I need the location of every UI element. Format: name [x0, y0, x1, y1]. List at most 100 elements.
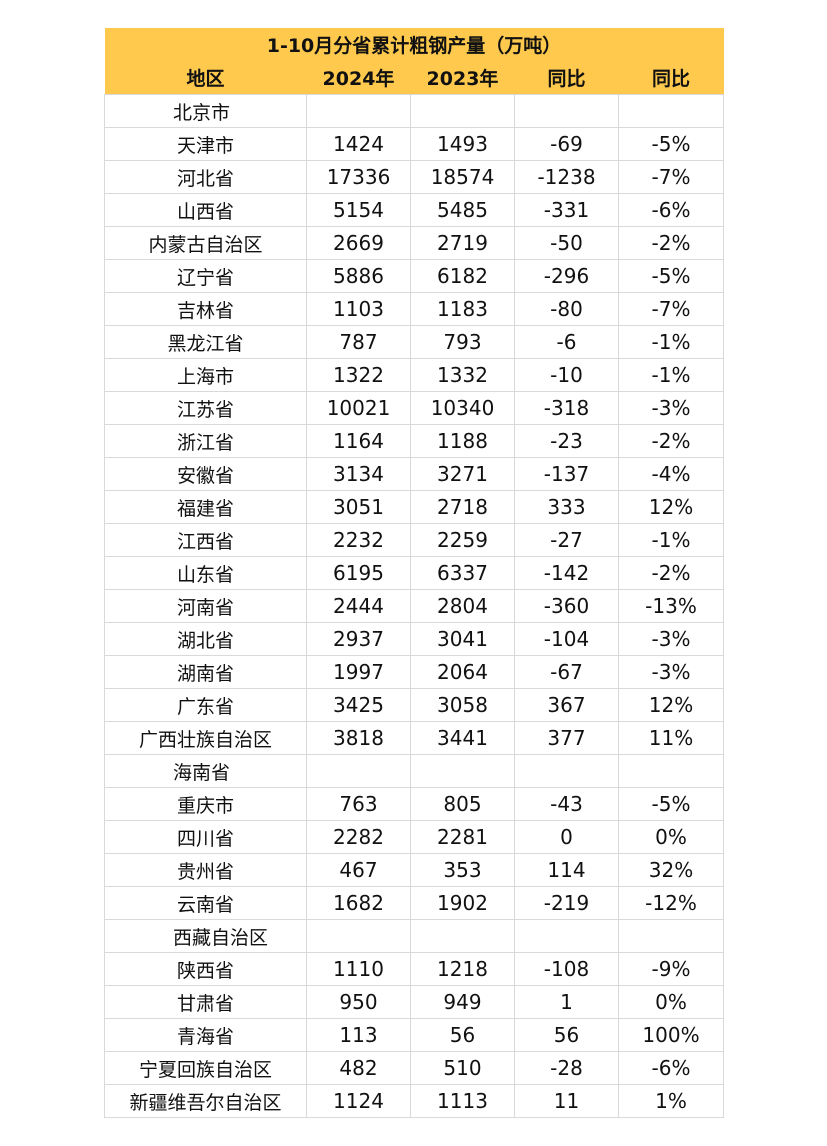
change-percent-cell: -3%: [617, 622, 725, 656]
change-cell: -23: [514, 424, 619, 458]
region-cell: 吉林省: [104, 292, 307, 326]
region-cell: 辽宁省: [104, 259, 307, 293]
value-2024-cell: 1124: [306, 1084, 411, 1118]
value-2024-cell: 1164: [306, 424, 411, 458]
table-row: 广东省 3425 3058 367 12%: [104, 688, 725, 722]
change-percent-cell: -5%: [617, 127, 725, 161]
change-percent-cell: -3%: [617, 391, 725, 425]
value-2024-cell: 467: [306, 853, 411, 887]
table-row: 福建省 3051 2718 333 12%: [104, 490, 725, 524]
value-2023-cell: 18574: [410, 160, 515, 194]
change-cell: 56: [514, 1018, 619, 1052]
header-2024: 2024年: [306, 61, 411, 95]
value-2024-cell: 2282: [306, 820, 411, 854]
change-cell: -104: [514, 622, 619, 656]
value-2023-cell: 6182: [410, 259, 515, 293]
value-2024-cell: 3134: [306, 457, 411, 491]
value-2024-cell: [306, 754, 411, 788]
value-2023-cell: 10340: [410, 391, 515, 425]
value-2024-cell: 17336: [306, 160, 411, 194]
change-cell: [514, 919, 619, 953]
region-cell: 北京市: [104, 94, 307, 128]
change-percent-cell: [617, 94, 725, 128]
table-row: 黑龙江省 787 793 -6 -1%: [104, 325, 725, 359]
change-percent-cell: -13%: [617, 589, 725, 623]
change-percent-cell: [617, 754, 725, 788]
table-row: 河北省 17336 18574 -1238 -7%: [104, 160, 725, 194]
region-cell: 甘肃省: [104, 985, 307, 1019]
table-row: 重庆市 763 805 -43 -5%: [104, 787, 725, 821]
value-2024-cell: 3818: [306, 721, 411, 755]
region-cell: 上海市: [104, 358, 307, 392]
change-percent-cell: -1%: [617, 358, 725, 392]
region-cell: 内蒙古自治区: [104, 226, 307, 260]
change-percent-cell: -3%: [617, 655, 725, 689]
table-row: 浙江省 1164 1188 -23 -2%: [104, 424, 725, 458]
table-row: 江苏省 10021 10340 -318 -3%: [104, 391, 725, 425]
value-2023-cell: 56: [410, 1018, 515, 1052]
change-percent-cell: [617, 919, 725, 953]
table-row: 内蒙古自治区 2669 2719 -50 -2%: [104, 226, 725, 260]
table-row: 山东省 6195 6337 -142 -2%: [104, 556, 725, 590]
value-2024-cell: 763: [306, 787, 411, 821]
change-cell: -108: [514, 952, 619, 986]
change-percent-cell: -7%: [617, 160, 725, 194]
value-2024-cell: 5886: [306, 259, 411, 293]
table-row: 西藏自治区: [104, 919, 725, 953]
value-2024-cell: [306, 919, 411, 953]
value-2023-cell: 793: [410, 325, 515, 359]
value-2024-cell: 6195: [306, 556, 411, 590]
change-cell: -318: [514, 391, 619, 425]
change-cell: -50: [514, 226, 619, 260]
table-row: 上海市 1322 1332 -10 -1%: [104, 358, 725, 392]
region-cell: 湖北省: [104, 622, 307, 656]
change-cell: -43: [514, 787, 619, 821]
change-cell: -6: [514, 325, 619, 359]
change-cell: -219: [514, 886, 619, 920]
change-cell: 333: [514, 490, 619, 524]
value-2024-cell: [306, 94, 411, 128]
change-percent-cell: 1%: [617, 1084, 725, 1118]
value-2023-cell: 1113: [410, 1084, 515, 1118]
value-2024-cell: 2232: [306, 523, 411, 557]
change-cell: -142: [514, 556, 619, 590]
change-percent-cell: -2%: [617, 226, 725, 260]
value-2023-cell: 353: [410, 853, 515, 887]
header-region: 地区: [104, 61, 307, 95]
region-cell: 天津市: [104, 127, 307, 161]
change-cell: -137: [514, 457, 619, 491]
change-cell: 367: [514, 688, 619, 722]
region-cell: 河北省: [104, 160, 307, 194]
table-row: 河南省 2444 2804 -360 -13%: [104, 589, 725, 623]
value-2024-cell: 5154: [306, 193, 411, 227]
table-row: 新疆维吾尔自治区 1124 1113 11 1%: [104, 1084, 725, 1118]
value-2023-cell: 949: [410, 985, 515, 1019]
table-row: 云南省 1682 1902 -219 -12%: [104, 886, 725, 920]
change-percent-cell: 100%: [617, 1018, 725, 1052]
region-cell: 江苏省: [104, 391, 307, 425]
change-cell: 114: [514, 853, 619, 887]
value-2023-cell: [410, 94, 515, 128]
table-row: 宁夏回族自治区 482 510 -28 -6%: [104, 1051, 725, 1085]
value-2024-cell: 1322: [306, 358, 411, 392]
value-2024-cell: 1682: [306, 886, 411, 920]
value-2023-cell: [410, 754, 515, 788]
value-2024-cell: 950: [306, 985, 411, 1019]
value-2023-cell: 1902: [410, 886, 515, 920]
value-2023-cell: 2259: [410, 523, 515, 557]
change-percent-cell: -5%: [617, 259, 725, 293]
change-cell: -80: [514, 292, 619, 326]
value-2023-cell: 1188: [410, 424, 515, 458]
region-cell: 广东省: [104, 688, 307, 722]
value-2023-cell: 2719: [410, 226, 515, 260]
value-2024-cell: 2937: [306, 622, 411, 656]
table-row: 山西省 5154 5485 -331 -6%: [104, 193, 725, 227]
region-cell: 贵州省: [104, 853, 307, 887]
change-cell: -296: [514, 259, 619, 293]
change-percent-cell: -9%: [617, 952, 725, 986]
value-2023-cell: 3041: [410, 622, 515, 656]
change-percent-cell: -1%: [617, 523, 725, 557]
change-percent-cell: 32%: [617, 853, 725, 887]
region-cell: 宁夏回族自治区: [104, 1051, 307, 1085]
change-cell: -331: [514, 193, 619, 227]
